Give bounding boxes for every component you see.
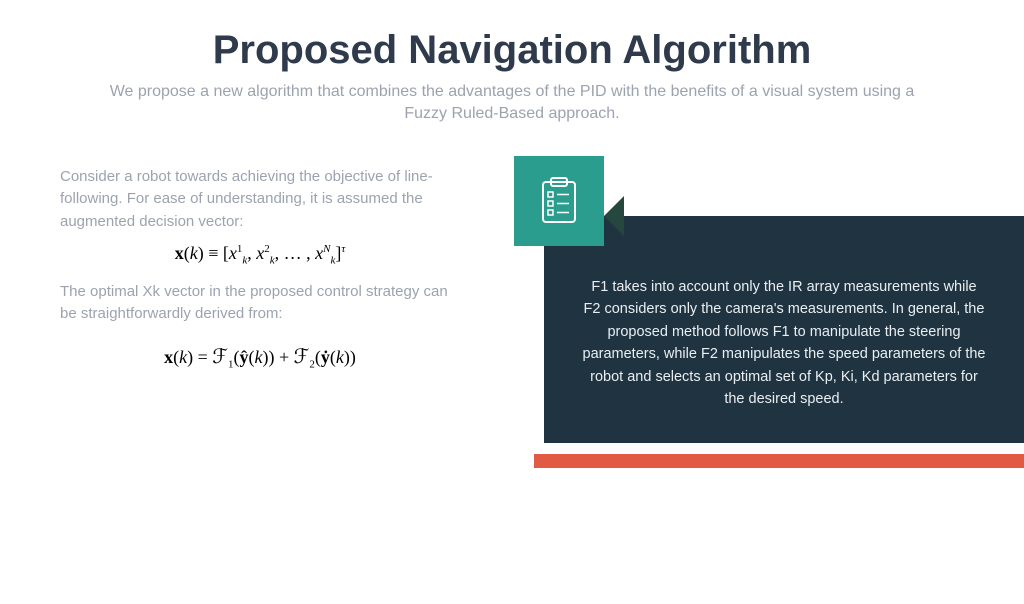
intro-paragraph-1: Consider a robot towards achieving the o… xyxy=(60,166,460,234)
accent-bar xyxy=(534,454,1024,468)
equation-1: x(k) ≡ [x1k, x2k, … , xNk]τ xyxy=(60,243,460,267)
icon-notch-decoration xyxy=(604,196,624,236)
equation-2: x(k) = ℱ1(ŷ(k)) + ℱ2(ẏ(k)) xyxy=(60,344,460,371)
info-card: F1 takes into account only the IR array … xyxy=(544,216,1024,443)
intro-paragraph-2: The optimal Xk vector in the proposed co… xyxy=(60,281,460,326)
icon-badge xyxy=(514,156,604,246)
clipboard-list-icon xyxy=(537,176,581,226)
content-area: Consider a robot towards achieving the o… xyxy=(0,166,1024,385)
page-title: Proposed Navigation Algorithm xyxy=(0,28,1024,73)
left-column: Consider a robot towards achieving the o… xyxy=(60,166,480,385)
info-card-text: F1 takes into account only the IR array … xyxy=(583,279,986,407)
page-subtitle: We propose a new algorithm that combines… xyxy=(92,81,932,126)
